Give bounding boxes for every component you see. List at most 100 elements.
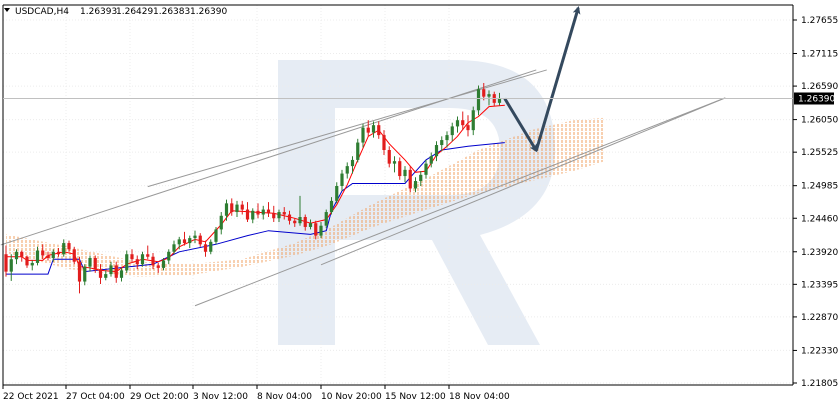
candle <box>182 231 187 246</box>
forecast-arrow-up[interactable] <box>534 5 581 152</box>
candle <box>130 249 134 263</box>
candle <box>209 239 213 255</box>
candle <box>151 253 155 270</box>
candle <box>4 245 8 277</box>
candle <box>272 205 276 222</box>
candle <box>203 240 208 257</box>
candle <box>487 90 491 106</box>
x-tick-label: 8 Nov 04:00 <box>257 392 312 402</box>
candle <box>219 212 223 235</box>
y-tick-label: 1.23920 <box>801 248 838 258</box>
ohlc-high: 1.26429 <box>116 7 153 17</box>
candle <box>214 226 218 245</box>
x-tick-label: 22 Oct 2021 <box>3 392 59 402</box>
candle <box>497 92 502 106</box>
candle <box>177 236 181 250</box>
candle <box>450 122 454 142</box>
forecast-arrow-down[interactable] <box>503 97 538 153</box>
candle <box>104 270 108 281</box>
candle <box>287 210 292 225</box>
candle <box>408 166 412 193</box>
candle <box>466 115 470 137</box>
candle <box>434 141 439 162</box>
candle <box>424 159 428 179</box>
candle <box>114 261 118 283</box>
candle <box>30 260 34 271</box>
candle <box>46 251 50 261</box>
candle <box>298 195 302 226</box>
candle <box>261 205 265 220</box>
candle <box>230 198 234 216</box>
candle <box>224 199 229 221</box>
candle <box>455 116 460 133</box>
candle <box>398 157 402 180</box>
candle <box>329 197 334 215</box>
candle <box>14 249 19 265</box>
candle <box>293 218 297 227</box>
channel-lower-inner-line[interactable] <box>320 97 726 266</box>
candle <box>303 214 307 231</box>
candle <box>476 85 481 116</box>
candle <box>256 203 260 219</box>
ichimoku-cloud <box>6 117 605 277</box>
candle <box>20 250 24 262</box>
candle <box>319 221 323 239</box>
candle <box>41 244 45 260</box>
x-tick-label: 27 Oct 04:00 <box>66 392 125 402</box>
candle <box>335 182 339 204</box>
y-tick-label: 1.22870 <box>801 313 838 323</box>
candle <box>282 207 286 220</box>
candle <box>387 146 391 168</box>
candle <box>62 239 66 257</box>
channel-upper-short-line[interactable] <box>147 69 547 188</box>
candle <box>67 240 71 252</box>
kijun-sen-line <box>6 142 505 275</box>
x-tick-label: 10 Nov 20:00 <box>321 392 382 402</box>
candle <box>245 202 250 222</box>
symbol-dropdown-icon[interactable] <box>4 8 10 12</box>
candle <box>356 138 360 163</box>
candle <box>140 251 145 267</box>
candle <box>382 130 386 155</box>
y-tick-label: 1.26590 <box>801 82 838 92</box>
candle <box>172 240 176 255</box>
candle <box>56 248 61 257</box>
ohlc-open: 1.26393 <box>80 7 117 17</box>
candle <box>266 202 271 218</box>
candle <box>314 220 318 240</box>
current-price-tag <box>794 92 834 105</box>
candle <box>419 171 423 186</box>
candle <box>235 200 239 218</box>
channel-lower-line[interactable] <box>194 97 726 307</box>
candle <box>413 177 418 193</box>
candle <box>125 250 129 273</box>
candle <box>93 255 97 273</box>
candle <box>277 209 281 222</box>
candle <box>77 256 82 294</box>
symbol-header: USDCAD,H4 <box>15 7 69 17</box>
candle <box>72 246 76 265</box>
candle <box>324 209 328 229</box>
y-tick-label: 1.27655 <box>801 16 838 26</box>
y-tick-label: 1.27115 <box>801 50 838 60</box>
candle <box>345 162 349 179</box>
candle <box>371 121 376 138</box>
candle <box>482 82 486 101</box>
candle <box>403 166 407 183</box>
candle <box>88 255 92 272</box>
y-tick-label: 1.24985 <box>801 182 838 192</box>
candle <box>340 169 344 191</box>
candle <box>251 208 255 224</box>
candle <box>366 120 370 137</box>
candle <box>308 219 313 230</box>
candle <box>193 230 197 244</box>
candle <box>440 136 444 152</box>
candle <box>119 267 124 282</box>
y-tick-label: 1.23395 <box>801 280 838 290</box>
candle <box>51 249 55 262</box>
y-tick-label: 1.26050 <box>801 116 838 126</box>
candle <box>377 121 381 139</box>
current-price-label: 1.26390 <box>798 94 835 104</box>
candle <box>198 233 202 247</box>
